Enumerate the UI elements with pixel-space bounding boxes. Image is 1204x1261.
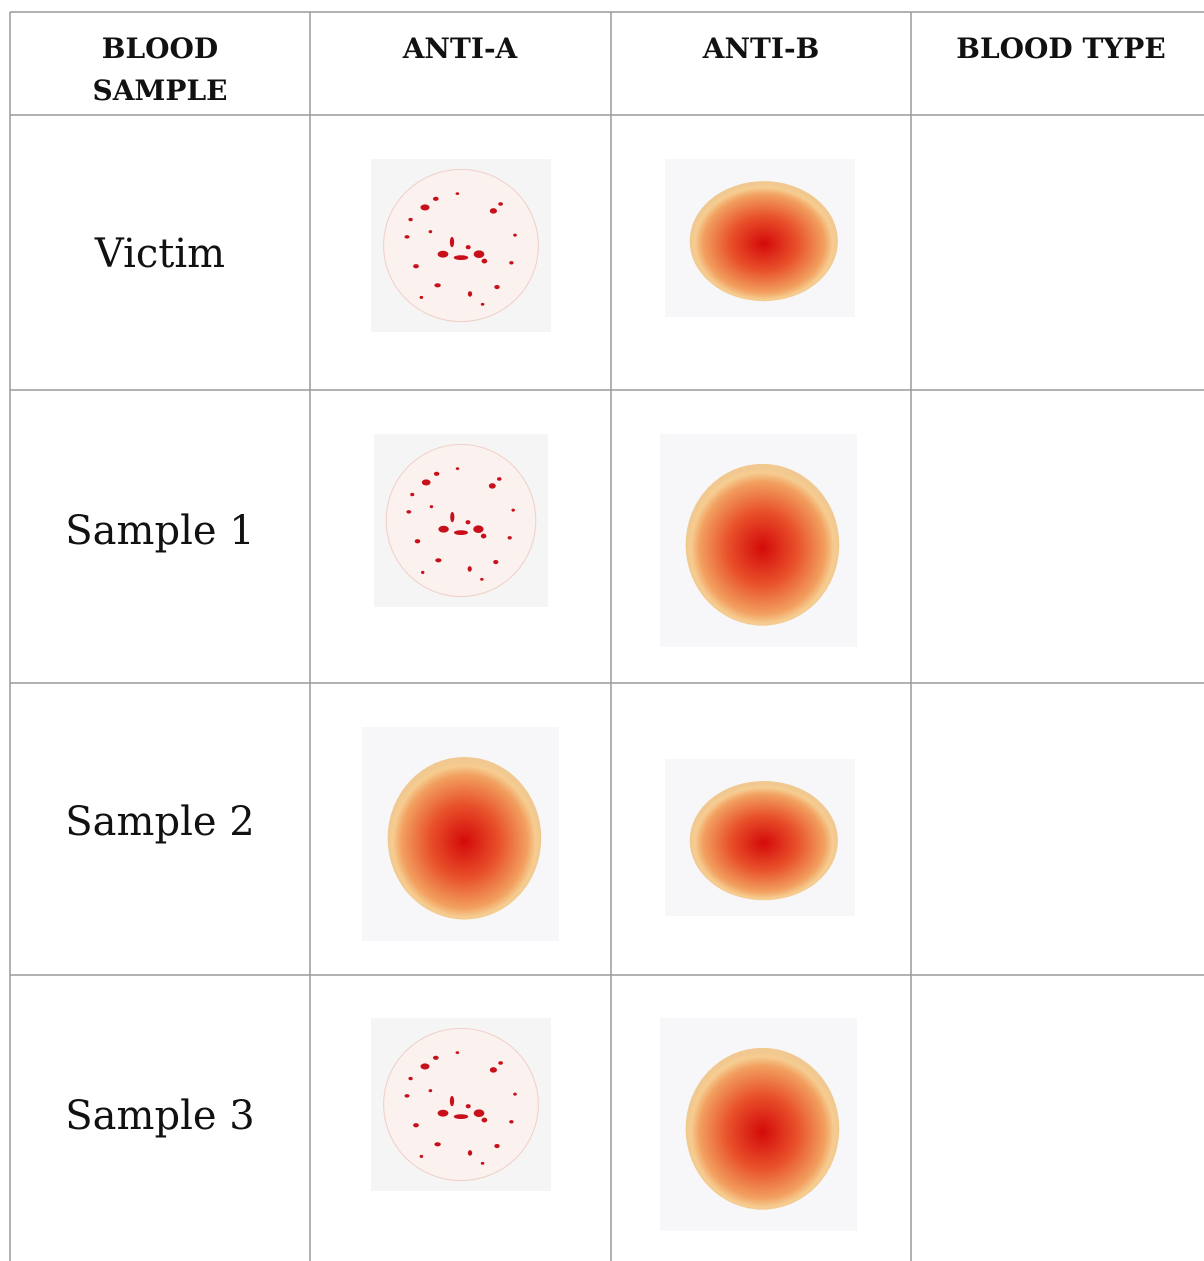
grid-lines (9, 11, 1204, 1261)
smooth-drop (660, 434, 857, 647)
header-cell: ANTI-B (702, 32, 820, 65)
smooth-drop (660, 1018, 857, 1231)
clumped-drop (371, 159, 551, 332)
smooth-drop (362, 727, 559, 941)
header-cell: ANTI-A (402, 32, 518, 65)
header-cell: BLOOD TYPE (956, 32, 1166, 65)
clumped-drop (371, 1018, 551, 1191)
row-label: Sample 1 (65, 508, 255, 554)
row-label: Victim (94, 231, 226, 277)
row-label: Sample 3 (65, 1093, 255, 1139)
row-label: Sample 2 (65, 799, 255, 845)
smooth-drop (665, 159, 855, 317)
smooth-drop (665, 759, 855, 916)
clumped-drop (374, 434, 548, 607)
header-cell: BLOOD SAMPLE (92, 32, 228, 107)
